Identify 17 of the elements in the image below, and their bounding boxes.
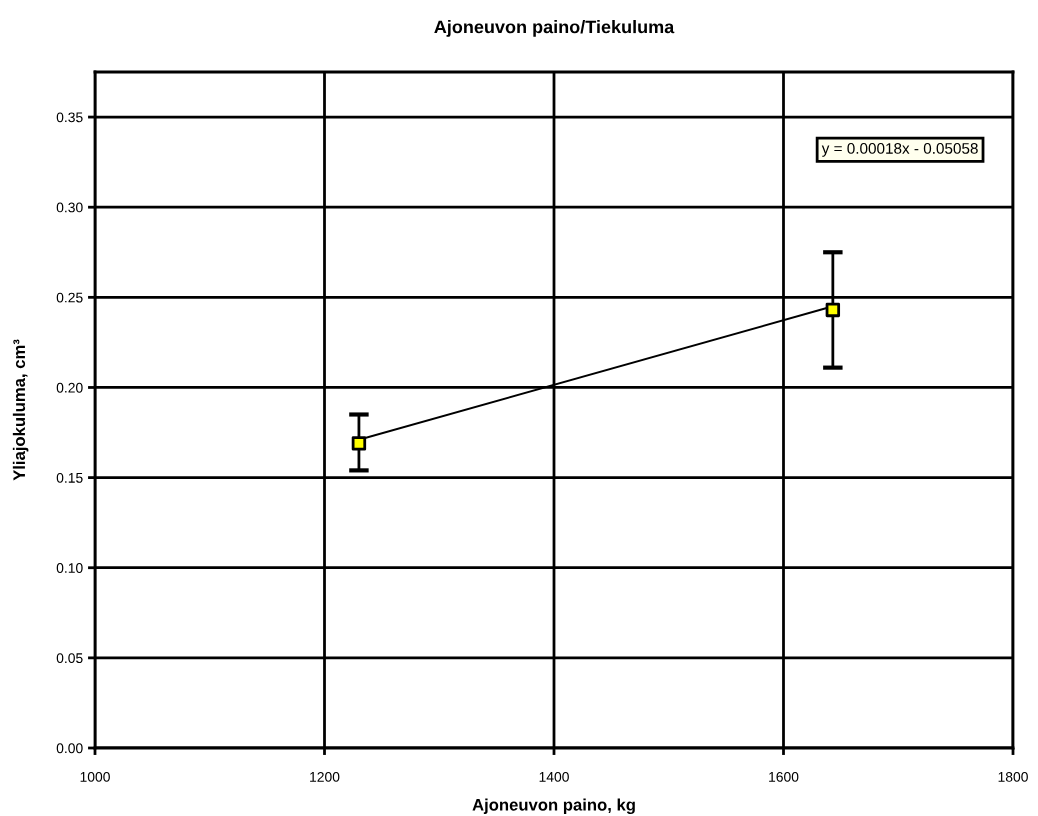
y-axis-title: Yliajokuluma, cm³: [12, 339, 29, 481]
y-tick-label: 0.35: [56, 112, 83, 123]
chart-title: Ajoneuvon paino/Tiekuluma: [434, 20, 675, 37]
x-tick-label: 1600: [769, 771, 799, 782]
y-tick-label: 0.15: [56, 472, 83, 483]
y-tick-label: 0.30: [56, 202, 83, 213]
y-tick-label: 0.00: [56, 743, 83, 754]
y-tick-label: 0.25: [56, 292, 83, 303]
y-tick-label: 0.10: [56, 563, 83, 573]
x-axis-title: Ajoneuvon paino, kg: [472, 798, 635, 815]
annotation: y = 0.00018x - 0.05058: [821, 143, 978, 157]
x-tick-label: 1000: [80, 771, 110, 782]
x-tick-label: 1800: [998, 771, 1028, 782]
y-tick-label: 0.20: [56, 382, 83, 393]
y-tick-label: 0.05: [56, 653, 83, 664]
x-tick-label: 1200: [310, 771, 340, 782]
x-tick-label: 1400: [539, 771, 569, 782]
